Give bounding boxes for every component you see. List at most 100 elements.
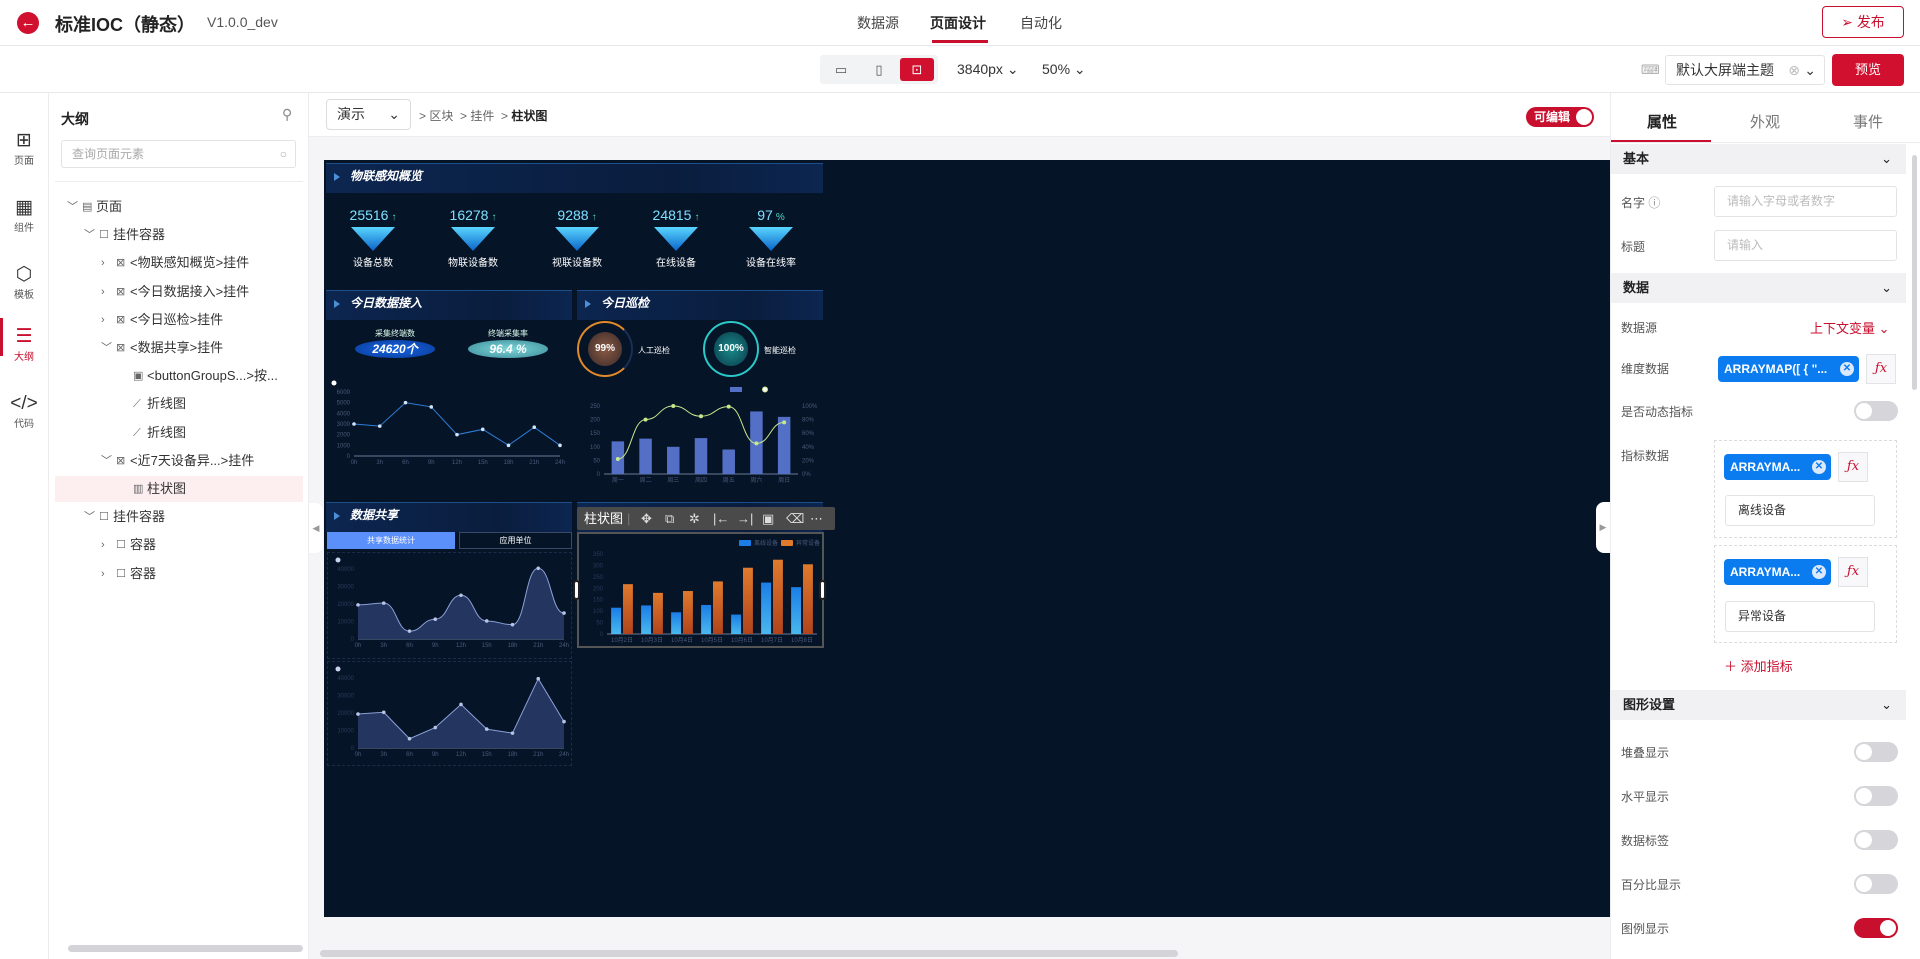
add-metric-button[interactable]: ＋ 添加指标 <box>1724 656 1793 675</box>
metric-name-input[interactable]: 离线设备 <box>1725 495 1875 526</box>
nav-page-design[interactable]: 页面设计 <box>930 15 986 31</box>
publish-button[interactable]: ➢ 发布 <box>1822 6 1904 38</box>
outline-search-input[interactable]: 查询页面元素 ○ <box>61 140 296 168</box>
dimension-expression-chip[interactable]: ARRAYMAP([ { "... ✕ <box>1718 356 1859 382</box>
desktop-icon[interactable]: ▭ <box>834 62 848 77</box>
tree-item[interactable]: ▣ <buttonGroupS...>按... <box>55 363 303 389</box>
tree-item[interactable]: › ☐ 容器 <box>55 532 303 558</box>
chevron-right-icon[interactable]: › <box>101 257 105 270</box>
tab-properties[interactable]: 属性 <box>1647 114 1678 131</box>
align-right-icon[interactable]: →| <box>737 511 754 526</box>
tree-item[interactable]: › ⊠ <今日巡检>挂件 <box>55 307 303 333</box>
setting-toggle[interactable] <box>1854 918 1898 938</box>
stat-terminals: 采集终端数 24620个 <box>355 328 435 362</box>
breadcrumb-item[interactable]: 区块 <box>429 109 454 123</box>
chevron-down-icon[interactable]: ﹀ <box>101 454 112 467</box>
chevron-down-icon[interactable]: ﹀ <box>67 201 78 213</box>
tree-item[interactable]: ﹀ ☐ 挂件容器 <box>55 222 303 248</box>
fx-button[interactable]: ƒx <box>1838 452 1868 482</box>
tree-item-label: 柱状图 <box>147 481 187 496</box>
setting-toggle[interactable] <box>1854 830 1898 850</box>
nav-data-source[interactable]: 数据源 <box>857 15 899 31</box>
sidebar-item-outline[interactable]: ☰ 大纲 <box>0 326 48 363</box>
editable-toggle[interactable]: 可编辑 <box>1526 107 1594 127</box>
canvas-horizontal-scrollbar[interactable] <box>320 950 1178 957</box>
more-icon[interactable]: ⋯ <box>810 511 823 526</box>
clear-icon[interactable]: ⊗ <box>1788 62 1800 78</box>
image-icon[interactable]: ▣ <box>762 511 775 526</box>
clear-icon[interactable]: ✕ <box>1812 565 1826 579</box>
tree-item[interactable]: › ⊠ <今日数据接入>挂件 <box>55 279 303 305</box>
tree-item[interactable]: › ⊠ <物联感知概览>挂件 <box>55 250 303 276</box>
title-input[interactable]: 请输入 <box>1714 230 1897 261</box>
tree-item[interactable]: ﹀ ☐ 挂件容器 <box>55 504 303 530</box>
sidebar-item-components[interactable]: ▦ 组件 <box>0 197 48 234</box>
fx-button[interactable]: ƒx <box>1866 354 1896 384</box>
breadcrumb-item[interactable]: 挂件 <box>470 109 495 123</box>
data-point <box>381 710 386 715</box>
source-select[interactable]: 上下文变量 ⌄ <box>1810 318 1890 337</box>
chevron-right-icon[interactable]: › <box>101 539 105 552</box>
resize-handle-left[interactable] <box>573 580 580 600</box>
chevron-down-icon[interactable]: ﹀ <box>101 342 112 354</box>
sidebar-item-page[interactable]: ⊞ 页面 <box>0 130 48 167</box>
setting-toggle[interactable] <box>1854 786 1898 806</box>
fx-button[interactable]: ƒx <box>1838 557 1868 587</box>
metric-expression-chip[interactable]: ARRAYMA... ✕ <box>1724 559 1831 585</box>
theme-select[interactable]: 默认大屏端主题 ⊗ ⌄ <box>1665 55 1825 85</box>
tree-node-icon: ▤ <box>82 201 93 213</box>
clear-icon[interactable]: ✕ <box>1840 362 1854 376</box>
metric-name-input[interactable]: 异常设备 <box>1725 601 1875 632</box>
large-screen-icon[interactable]: ⊡ <box>900 58 934 81</box>
preview-button[interactable]: 预览 <box>1832 54 1904 86</box>
tree-item[interactable]: ﹀ ▤ 页面 <box>55 194 303 220</box>
outline-horizontal-scrollbar[interactable] <box>68 945 303 952</box>
tab-shared-data[interactable]: 共享数据统计 <box>327 532 455 549</box>
chevron-down-icon[interactable]: ﹀ <box>84 229 95 242</box>
x-tick-label: 12h <box>456 752 466 758</box>
zoom-select[interactable]: 50% ⌄ <box>1042 61 1086 78</box>
tree-item[interactable]: ⟋ 折线图 <box>55 420 303 446</box>
bar-chart[interactable]: 离线设备 异常设备 0 50 100 150 200 250 300 350 10月2日 10月3日 1… <box>577 532 824 648</box>
properties-scrollbar[interactable] <box>1912 155 1917 390</box>
back-arrow-icon[interactable]: ← <box>17 12 39 34</box>
chevron-right-icon[interactable]: › <box>101 313 105 326</box>
setting-toggle[interactable] <box>1854 742 1898 762</box>
collapse-left-handle[interactable]: ◀ <box>309 503 323 553</box>
collapse-right-handle[interactable]: ▶ <box>1596 502 1610 553</box>
mode-select[interactable]: 演示 ⌄ <box>326 99 411 130</box>
dynamic-metric-toggle[interactable] <box>1854 401 1898 421</box>
move-icon[interactable]: ✥ <box>641 511 652 526</box>
tablet-icon[interactable]: ▯ <box>875 62 883 77</box>
sidebar-item-templates[interactable]: ⬡ 模板 <box>0 264 48 301</box>
chevron-right-icon[interactable]: › <box>101 567 105 580</box>
delete-icon[interactable]: ⌫ <box>786 511 805 526</box>
bar-abnormal <box>713 581 723 634</box>
section-basic[interactable]: 基本 ⌄ <box>1611 144 1906 174</box>
stat-collect-rate: 终端采集率 96.4 % <box>468 328 548 362</box>
tree-item[interactable]: ﹀ ⊠ <近7天设备异...>挂件 <box>55 448 303 474</box>
align-left-icon[interactable]: |← <box>713 511 730 526</box>
chevron-down-icon[interactable]: ﹀ <box>84 511 95 524</box>
metric-expression-chip[interactable]: ARRAYMA... ✕ <box>1724 454 1831 480</box>
tree-item[interactable]: › ☐ 容器 <box>55 561 303 587</box>
nav-automation[interactable]: 自动化 <box>1020 15 1062 31</box>
width-select[interactable]: 3840px ⌄ <box>957 61 1019 78</box>
resize-handle-right[interactable] <box>819 580 826 600</box>
sidebar-item-code[interactable]: </> 代码 <box>0 393 48 430</box>
setting-toggle[interactable] <box>1854 874 1898 894</box>
tab-events[interactable]: 事件 <box>1853 114 1884 131</box>
section-data[interactable]: 数据 ⌄ <box>1611 273 1906 303</box>
tab-units[interactable]: 应用单位 <box>459 532 572 549</box>
tree-item[interactable]: ▥ 柱状图 <box>55 476 303 502</box>
pin-icon[interactable]: ⚲ <box>282 106 293 122</box>
copy-icon[interactable]: ⧉ <box>665 511 675 526</box>
chevron-right-icon[interactable]: › <box>101 285 105 298</box>
name-input[interactable]: 请输入字母或者数字 <box>1714 186 1897 217</box>
tree-item[interactable]: ﹀ ⊠ <数据共享>挂件 <box>55 335 303 361</box>
clear-icon[interactable]: ✕ <box>1812 460 1826 474</box>
tree-item[interactable]: ⟋ 折线图 <box>55 391 303 417</box>
debug-icon[interactable]: ✲ <box>689 511 700 526</box>
tab-appearance[interactable]: 外观 <box>1750 114 1781 131</box>
section-graph[interactable]: 图形设置 ⌄ <box>1611 690 1906 720</box>
